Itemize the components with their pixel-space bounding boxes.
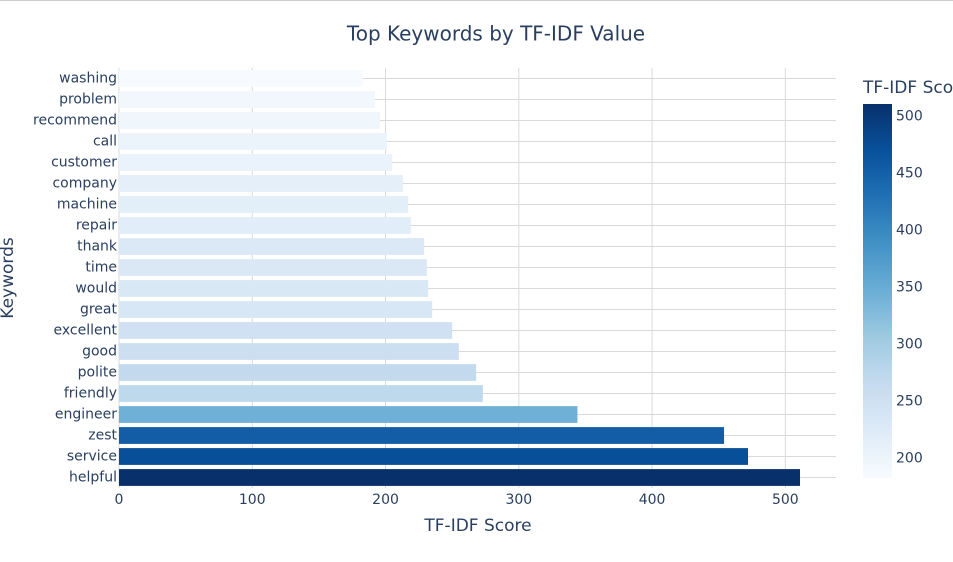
bar [119,259,427,276]
colorbar [863,104,892,478]
chart-title: Top Keywords by TF-IDF Value [346,22,645,46]
colorbar-tick-label: 500 [896,109,923,125]
x-tick-label: 300 [505,492,532,508]
bar [119,343,459,360]
bar [119,217,411,234]
bar [119,322,453,339]
colorbar-tick-label: 300 [896,337,923,353]
y-tick-label: zest [88,428,117,444]
x-tick-label: 0 [115,492,124,508]
bar [119,196,409,213]
bar [119,238,425,255]
y-tick-label: customer [51,155,117,171]
x-tick-label: 400 [639,492,666,508]
bar [119,448,749,465]
y-tick-label: friendly [64,386,117,402]
colorbar-tick-label: 250 [896,394,923,410]
y-tick-label: helpful [69,470,117,486]
y-tick-label: repair [76,218,117,234]
colorbar-title: TF-IDF Score [862,78,953,98]
y-tick-label: good [82,344,117,360]
bar [119,280,429,297]
bar [119,301,433,318]
y-tick-label: engineer [55,407,117,423]
y-axis-title: Keywords [0,237,18,319]
y-tick-label: call [93,134,117,150]
y-tick-label: washing [59,71,117,87]
y-tick-label: machine [57,197,117,213]
bar [119,70,363,87]
bar [119,364,477,381]
x-tick-label: 500 [772,492,799,508]
x-axis-title: TF-IDF Score [423,516,531,536]
bar [119,133,387,150]
y-tick-label: thank [77,239,118,255]
bar [119,175,403,192]
bar [119,469,801,486]
bar [119,91,375,108]
bar [119,406,578,423]
y-tick-label: would [75,281,117,297]
bar [119,112,381,129]
y-tick-label: time [85,260,117,276]
y-tick-label: recommend [33,113,117,129]
y-tick-label: company [52,176,117,192]
y-tick-label: service [67,449,117,465]
colorbar-tick-label: 450 [896,166,923,182]
colorbar-tick-label: 400 [896,223,923,239]
y-tick-label: excellent [54,323,118,339]
x-tick-label: 200 [372,492,399,508]
y-tick-label: problem [59,92,117,108]
bar [119,385,483,402]
x-tick-label: 100 [239,492,266,508]
colorbar-tick-label: 200 [896,451,923,467]
bar [119,154,393,171]
bar [119,427,725,444]
colorbar-tick-label: 350 [896,280,923,296]
y-tick-label: great [80,302,118,318]
y-tick-label: polite [78,365,117,381]
